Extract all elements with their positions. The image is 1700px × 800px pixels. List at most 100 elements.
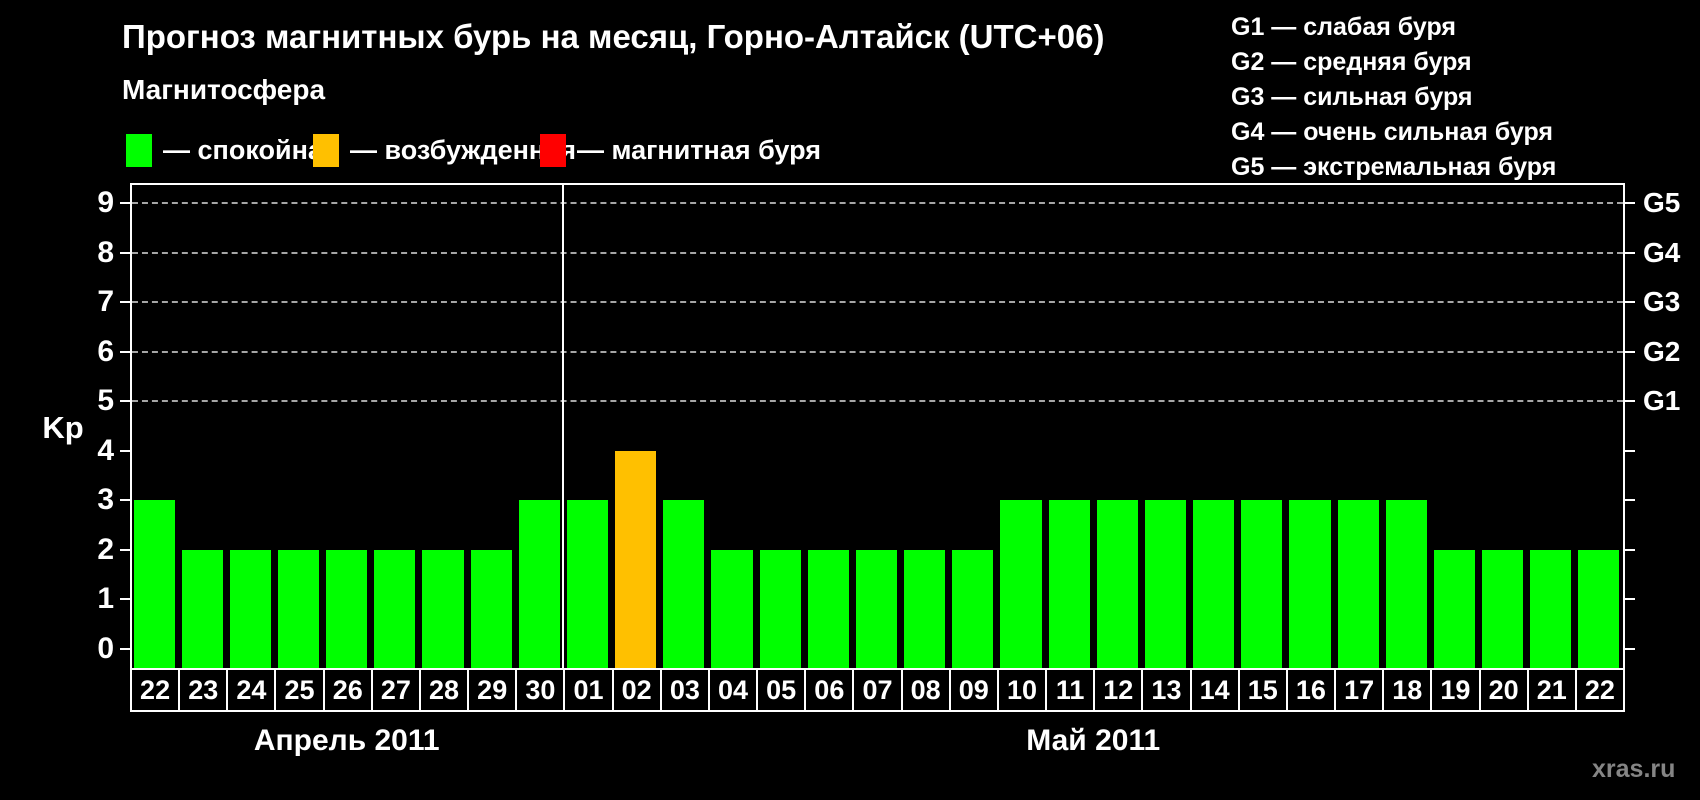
bar-may-02 [615,450,657,668]
day-label-apr-24: 24 [226,668,277,712]
y-axis-label-0: 0 [97,632,114,665]
y-axis-label-7: 7 [97,285,114,319]
right-axis-label-G1: G1 [1643,385,1681,417]
bar-may-04 [711,549,753,668]
day-label-may-22: 22 [1574,668,1625,712]
storm-scale-line-5: G5 — экстремальная буря [1231,153,1557,181]
day-label-may-06: 06 [804,668,855,712]
y-tick-right-8 [1625,251,1635,254]
y-axis-label-2: 2 [97,532,114,566]
y-tick-left-9 [120,201,130,204]
day-label-may-04: 04 [707,668,759,712]
watermark: xras.ru [1592,755,1676,783]
day-label-may-21: 21 [1526,668,1577,712]
y-tick-right-7 [1625,301,1635,304]
y-tick-right-4 [1625,449,1635,452]
day-label-apr-22: 22 [130,668,181,712]
bar-may-17 [1337,500,1379,668]
y-axis-right [1623,183,1625,670]
bar-may-11 [1048,500,1090,668]
day-label-may-20: 20 [1478,668,1529,712]
day-label-may-14: 14 [1189,668,1240,712]
day-label-may-05: 05 [756,668,807,712]
day-label-may-15: 15 [1237,668,1288,712]
magnetosphere-label: Магнитосфера [122,74,326,105]
bar-may-12 [1096,500,1138,668]
day-label-may-09: 09 [948,668,999,712]
month-separator [562,185,565,668]
storm-scale-line-3: G3 — сильная буря [1231,83,1473,111]
bar-may-20 [1482,549,1524,668]
bar-may-09 [952,549,994,668]
gridline-kp-7 [132,301,1623,304]
bar-apr-30 [518,500,560,668]
day-label-may-01: 01 [563,668,614,712]
day-label-may-11: 11 [1045,668,1096,712]
bar-may-18 [1385,500,1427,668]
day-label-may-02: 02 [611,668,662,712]
gridline-kp-9 [132,201,1623,204]
bar-may-03 [663,500,705,668]
bar-apr-22 [133,500,175,668]
bar-apr-25 [277,549,320,668]
bar-may-19 [1433,549,1475,668]
y-axis-label-3: 3 [97,483,114,517]
bar-may-05 [759,549,801,668]
gridline-kp-8 [132,251,1623,254]
y-tick-right-5 [1625,400,1635,403]
legend-item-storm: — магнитная буря [540,133,821,167]
magnetosphere-legend: — спокойная — возбужденная — магнитная бур… [126,133,1026,167]
y-tick-left-5 [120,400,130,403]
day-label-may-18: 18 [1382,668,1433,712]
day-label-may-03: 03 [659,668,710,712]
bar-may-14 [1193,500,1235,668]
day-label-may-16: 16 [1285,668,1337,712]
bar-apr-29 [470,549,512,668]
month-label-april: Апрель 2011 [253,724,440,757]
day-label-may-08: 08 [900,668,951,712]
right-axis-label-G4: G4 [1643,236,1681,268]
day-label-may-19: 19 [1430,668,1481,712]
y-tick-left-7 [120,301,130,304]
y-tick-right-9 [1625,201,1635,204]
legend-item-quiet: — спокойная [126,133,339,167]
y-axis-label-1: 1 [97,582,114,616]
y-tick-left-4 [120,449,130,452]
y-axis-title: Kp [42,410,84,445]
legend-swatch-storm [540,133,566,167]
y-axis-label-6: 6 [97,334,114,368]
day-label-may-17: 17 [1334,668,1385,712]
y-tick-left-2 [120,548,130,551]
day-label-apr-29: 29 [467,668,518,712]
bar-apr-26 [326,549,368,668]
legend-label-excited: — возбужденная [350,134,576,165]
legend-label-storm: — магнитная буря [577,134,821,165]
y-tick-left-6 [120,350,130,353]
storm-scale-line-2: G2 — средняя буря [1231,48,1472,76]
right-axis-label-G5: G5 [1643,186,1681,218]
day-label-apr-27: 27 [370,668,421,712]
storm-scale-legend: G1 — слабая буря G2 — средняя буря G3 — си… [1231,10,1556,185]
y-tick-left-0 [120,648,130,650]
day-label-may-12: 12 [1093,668,1144,712]
plot-top-border [130,183,1625,185]
bar-may-08 [904,549,946,668]
bar-may-07 [855,549,898,668]
y-axis-left [130,183,132,670]
y-tick-left-8 [120,251,130,254]
y-axis-label-4: 4 [97,433,114,467]
bar-may-15 [1241,500,1283,668]
y-tick-right-2 [1625,548,1635,551]
legend-label-quiet: — спокойная [163,134,339,165]
day-label-may-13: 13 [1141,668,1192,712]
right-axis-label-G2: G2 [1643,335,1681,367]
day-label-apr-26: 26 [322,668,373,712]
y-tick-right-6 [1625,350,1635,353]
y-tick-left-3 [120,499,130,502]
y-tick-left-1 [120,598,130,601]
bar-may-13 [1144,500,1187,668]
gridline-kp-6 [132,350,1623,353]
bar-apr-23 [181,549,223,668]
y-tick-right-1 [1625,598,1635,601]
y-tick-right-0 [1625,648,1635,650]
